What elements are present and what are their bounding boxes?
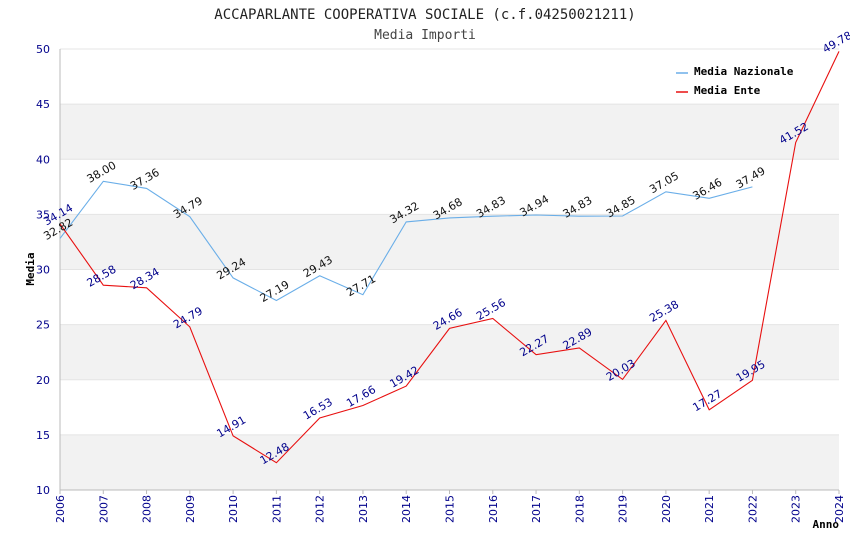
x-tick-label: 2009 — [184, 495, 197, 523]
grid-band — [60, 269, 839, 325]
legend: Media Nazionale Media Ente — [670, 60, 808, 100]
x-tick-label: 2023 — [790, 495, 803, 523]
x-tick-label: 2011 — [270, 495, 283, 523]
grid-band — [60, 159, 839, 215]
y-axis-title: Media — [24, 252, 37, 285]
x-tick-label: 2019 — [617, 495, 630, 523]
x-tick-label: 2012 — [314, 495, 327, 523]
y-tick-label: 20 — [36, 374, 50, 387]
x-tick-label: 2024 — [833, 495, 846, 523]
x-tick-label: 2015 — [444, 495, 457, 523]
y-tick-label: 25 — [36, 319, 50, 332]
series-line-media-nazionale — [59, 180, 753, 302]
grid-band — [60, 379, 839, 435]
y-tick-label: 15 — [36, 429, 50, 442]
grid-band — [60, 104, 839, 160]
y-tick-label: 10 — [36, 484, 50, 497]
chart-subtitle: Media Importi — [374, 28, 476, 43]
y-tick-label: 35 — [36, 208, 50, 221]
x-axis-title: Anno — [813, 518, 840, 531]
grid-band — [60, 434, 839, 490]
y-tick-label: 50 — [36, 43, 50, 56]
x-tick-label: 2006 — [54, 495, 67, 523]
legend-label-media-nazionale: Media Nazionale — [694, 65, 794, 78]
legend-box — [670, 60, 808, 100]
x-tick-label: 2010 — [227, 495, 240, 523]
x-tick-label: 2016 — [487, 495, 500, 523]
chart-title: ACCAPARLANTE COOPERATIVA SOCIALE (c.f.04… — [214, 7, 635, 23]
x-tick-label: 2014 — [400, 495, 413, 523]
grid-band — [60, 214, 839, 270]
y-tick-label: 40 — [36, 153, 50, 166]
y-tick-label: 30 — [36, 264, 50, 277]
x-tick-label: 2008 — [141, 495, 154, 523]
x-tick-label: 2007 — [97, 495, 110, 523]
y-tick-label: 45 — [36, 98, 50, 111]
x-tick-label: 2021 — [703, 495, 716, 523]
x-tick-label: 2017 — [530, 495, 543, 523]
grid-band — [60, 324, 839, 380]
x-tick-label: 2018 — [573, 495, 586, 523]
x-tick-label: 2013 — [357, 495, 370, 523]
x-tick-label: 2022 — [746, 495, 759, 523]
series-line-media-ente — [59, 51, 840, 464]
legend-label-media-ente: Media Ente — [694, 84, 761, 97]
x-tick-label: 2020 — [660, 495, 673, 523]
